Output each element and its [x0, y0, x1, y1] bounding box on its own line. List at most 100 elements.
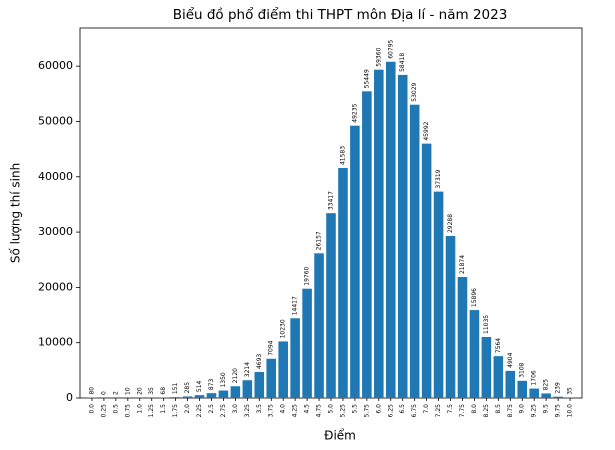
- bar: [207, 393, 217, 398]
- x-tick-label: 4.0: [280, 404, 287, 414]
- bar: [458, 277, 468, 398]
- data-label: 45992: [423, 121, 430, 140]
- data-label: 11035: [483, 315, 490, 334]
- data-label: 7564: [495, 338, 502, 353]
- data-label: 825: [543, 379, 550, 391]
- bar: [422, 144, 432, 398]
- data-label: 14417: [292, 296, 299, 315]
- data-label: 1706: [531, 370, 538, 385]
- y-axis-label: Số lượng thí sinh: [9, 163, 23, 263]
- data-label: 4904: [507, 352, 514, 367]
- x-tick-label: 9.0: [519, 404, 526, 414]
- x-tick-label: 10.0: [567, 404, 574, 418]
- data-label: 15896: [471, 288, 478, 307]
- x-tick-label: 8.5: [495, 404, 502, 414]
- data-label: 4693: [256, 354, 263, 369]
- data-label: 20: [136, 387, 143, 395]
- x-tick-label: 2.75: [220, 404, 227, 418]
- x-tick-label: 9.5: [543, 404, 550, 414]
- bar: [171, 397, 181, 398]
- data-label: 33417: [328, 191, 335, 210]
- bar: [302, 289, 312, 398]
- bar: [434, 192, 444, 398]
- bar: [470, 310, 480, 398]
- x-tick-label: 0.25: [100, 404, 107, 418]
- data-label: 0: [100, 391, 107, 395]
- x-tick-label: 5.5: [351, 404, 358, 414]
- bar: [541, 393, 551, 398]
- x-tick-label: 9.25: [531, 404, 538, 418]
- x-tick-label: 6.25: [387, 404, 394, 418]
- data-label: 7094: [268, 340, 275, 355]
- x-tick-label: 5.0: [328, 404, 335, 414]
- x-tick-label: 7.75: [459, 404, 466, 418]
- bar: [290, 318, 300, 398]
- bar: [266, 359, 276, 398]
- x-tick-label: 8.0: [471, 404, 478, 414]
- bar: [195, 395, 205, 398]
- x-tick-label: 1.0: [136, 404, 143, 414]
- x-tick-label: 4.5: [304, 404, 311, 414]
- x-tick-label: 0.75: [124, 404, 131, 418]
- data-label: 285: [184, 382, 191, 394]
- bar: [553, 397, 563, 398]
- y-tick-label: 60000: [38, 59, 73, 72]
- x-tick-label: 4.75: [316, 404, 323, 418]
- x-tick-label: 1.75: [172, 404, 179, 418]
- x-tick-label: 5.75: [363, 404, 370, 418]
- bar: [326, 213, 336, 398]
- x-tick-label: 2.5: [208, 404, 215, 414]
- data-label: 41583: [339, 146, 346, 165]
- x-tick-label: 6.75: [411, 404, 418, 418]
- bar: [398, 75, 408, 398]
- y-tick-label: 30000: [38, 225, 73, 238]
- data-label: 35: [567, 387, 574, 395]
- data-label: 55449: [363, 69, 370, 88]
- x-tick-label: 3.0: [232, 404, 239, 414]
- data-label: 60795: [387, 39, 394, 58]
- bar: [374, 70, 384, 398]
- x-tick-label: 3.25: [244, 404, 251, 418]
- data-label: 21874: [459, 255, 466, 274]
- bar: [410, 105, 420, 398]
- y-tick-label: 50000: [38, 114, 73, 127]
- x-tick-label: 3.5: [256, 404, 263, 414]
- bar: [506, 371, 516, 398]
- x-tick-label: 7.5: [447, 404, 454, 414]
- data-label: 2: [112, 391, 119, 395]
- x-tick-label: 2.25: [196, 404, 203, 418]
- data-label: 239: [555, 382, 562, 394]
- bar: [362, 91, 372, 398]
- y-tick-label: 20000: [38, 280, 73, 293]
- x-axis-label: Điểm: [324, 429, 356, 443]
- bar: [482, 337, 492, 398]
- x-tick-label: 6.0: [375, 404, 382, 414]
- x-tick-label: 0.5: [112, 404, 119, 414]
- bar: [243, 380, 253, 398]
- bar: [219, 391, 229, 398]
- y-tick-label: 0: [66, 391, 73, 404]
- data-label: 151: [172, 383, 179, 395]
- x-tick-label: 2.0: [184, 404, 191, 414]
- x-tick-label: 0.0: [88, 404, 95, 414]
- x-tick-label: 1.5: [160, 404, 167, 414]
- data-label: 35: [148, 387, 155, 395]
- data-label: 68: [160, 387, 167, 395]
- data-label: 2120: [232, 368, 239, 383]
- data-label: 19760: [304, 266, 311, 285]
- x-tick-label: 6.5: [399, 404, 406, 414]
- data-label: 3214: [244, 362, 251, 377]
- bar: [314, 253, 324, 398]
- bar: [446, 236, 456, 398]
- x-tick-label: 5.25: [339, 404, 346, 418]
- data-label: 10230: [280, 319, 287, 338]
- bar: [278, 341, 288, 398]
- x-tick-label: 4.25: [292, 404, 299, 418]
- data-label: 59360: [375, 47, 382, 66]
- data-label: 37319: [435, 169, 442, 188]
- bar: [529, 389, 539, 398]
- data-label: 1350: [220, 372, 227, 387]
- data-label: 53029: [411, 82, 418, 101]
- data-label: 58418: [399, 53, 406, 72]
- y-tick-label: 10000: [38, 336, 73, 349]
